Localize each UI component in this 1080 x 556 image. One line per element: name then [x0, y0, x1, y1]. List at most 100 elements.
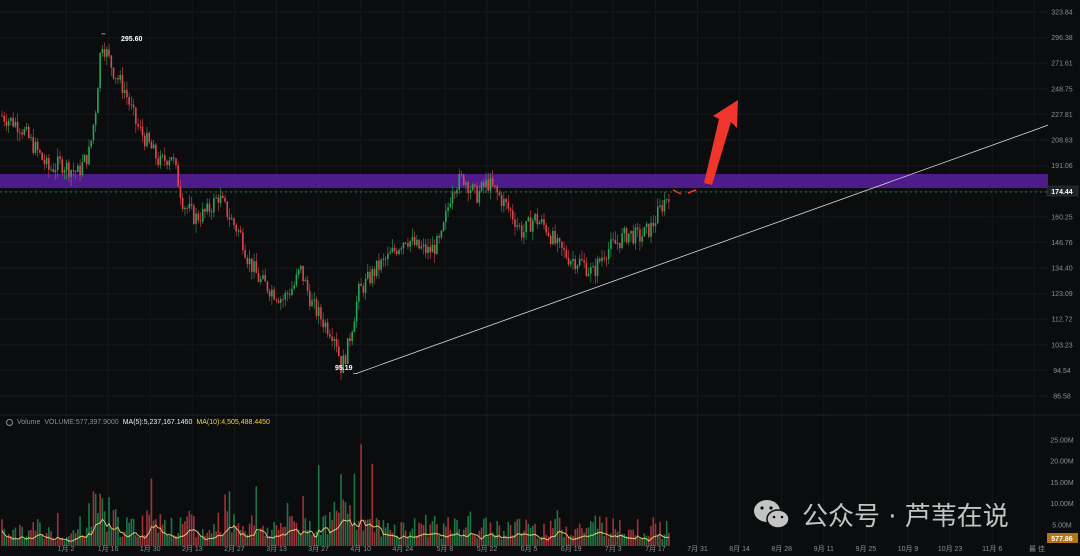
- price-tick-label: 160.25: [1051, 214, 1073, 221]
- volume-bar: [366, 519, 369, 546]
- candle-body: [25, 126, 28, 130]
- volume-bar: [251, 515, 253, 546]
- volume-bar: [500, 539, 503, 546]
- volume-bar: [233, 514, 235, 546]
- volume-bar: [188, 510, 191, 546]
- visibility-eye-icon[interactable]: [6, 419, 13, 426]
- candle-body: [538, 222, 541, 225]
- volume-bar: [155, 519, 157, 546]
- volume-bar: [106, 531, 108, 546]
- candle-body: [61, 159, 64, 173]
- candle-body: [5, 121, 8, 126]
- candle-body: [135, 107, 137, 125]
- candle-body: [157, 158, 159, 166]
- candle-body: [641, 236, 643, 242]
- volume-tick-label: 25.00M: [1050, 438, 1074, 445]
- price-tick-label: 323.84: [1051, 10, 1073, 17]
- time-tick-label: 5月 22: [477, 545, 498, 553]
- candle-body: [19, 132, 21, 134]
- candle-body: [451, 192, 454, 204]
- candle-body: [496, 186, 498, 193]
- candle-body: [625, 228, 628, 243]
- price-tick-label: 146.76: [1051, 240, 1073, 247]
- candle-body: [237, 230, 240, 232]
- volume-bar: [659, 521, 661, 546]
- candle-body: [362, 285, 365, 293]
- volume-bar: [362, 530, 365, 546]
- current-price-badge: 174.44: [1046, 185, 1079, 197]
- volume-legend: Volume VOLUME:577,397.9000 MA(5):5,237,1…: [6, 419, 270, 426]
- candle-body: [313, 299, 316, 301]
- volume-bar: [478, 530, 481, 546]
- candle-body: [190, 203, 193, 206]
- candle-body: [556, 238, 559, 244]
- volume-bar: [552, 527, 554, 546]
- price-tick-label: 248.75: [1051, 86, 1073, 93]
- candle-body: [239, 230, 242, 233]
- volume-bar: [429, 524, 432, 546]
- volume-bar: [121, 536, 124, 546]
- volume-bar: [210, 533, 213, 546]
- volume-bar: [648, 536, 650, 546]
- volume-bar: [554, 519, 556, 546]
- current-volume-badge: 577.86: [1047, 533, 1078, 543]
- volume-bar: [375, 518, 378, 546]
- candle-body: [540, 219, 543, 223]
- candle-body: [505, 198, 507, 203]
- candle-body: [554, 230, 556, 244]
- candle-body: [204, 209, 206, 212]
- candle-body: [150, 142, 153, 149]
- arrow-shape: [704, 100, 738, 185]
- volume-bar: [222, 534, 224, 546]
- volume-bar: [364, 519, 367, 546]
- volume-bar: [607, 537, 610, 546]
- volume-bar: [511, 535, 514, 546]
- volume-bar: [668, 532, 670, 546]
- current-volume-label: 577.86: [1051, 536, 1073, 543]
- candle-body: [340, 356, 342, 374]
- volume-bar: [204, 535, 206, 546]
- volume-bar: [656, 535, 659, 546]
- candle-body: [90, 140, 93, 147]
- candle-body: [654, 223, 657, 227]
- wechat-logo-icon: [752, 497, 792, 533]
- candle-body: [74, 171, 77, 172]
- candle-body: [636, 227, 639, 230]
- volume-bar: [569, 535, 572, 546]
- volume-bar: [34, 530, 37, 546]
- volume-bar: [445, 526, 447, 546]
- candle-body: [152, 144, 155, 149]
- price-tick-label: 191.06: [1051, 163, 1073, 170]
- candle-body: [235, 224, 237, 232]
- candle-body: [523, 232, 525, 238]
- candle-body: [543, 219, 545, 225]
- current-price-label: 174.44: [1051, 189, 1073, 196]
- time-tick-label: 8月 14: [729, 545, 750, 553]
- candle-body: [7, 120, 10, 126]
- candle-body: [351, 331, 353, 342]
- time-tick-label: 8月 28: [771, 545, 792, 553]
- candle-body: [482, 182, 485, 187]
- time-tick-label: 9月 25: [856, 545, 877, 553]
- candle-body: [139, 126, 142, 128]
- candle-body: [574, 258, 577, 270]
- low-annotation: 95.19: [335, 365, 353, 372]
- candle-body: [300, 265, 302, 270]
- volume-bar: [665, 520, 668, 546]
- candle-body: [659, 205, 661, 207]
- candle-body: [288, 294, 291, 296]
- volume-bar: [538, 538, 541, 546]
- candle-body: [333, 339, 336, 341]
- wechat-watermark: 公众号 · 芦苇在说: [752, 496, 1009, 533]
- volume-bar: [453, 518, 456, 546]
- candle-body: [409, 240, 411, 247]
- volume-bar: [273, 521, 275, 546]
- candle-body: [123, 89, 126, 93]
- volume-bar: [514, 521, 516, 546]
- candle-body: [284, 293, 287, 300]
- candle-body: [525, 221, 527, 233]
- volume-bar: [518, 518, 521, 546]
- time-tick-label: 7月 31: [687, 545, 708, 553]
- volume-bar: [393, 524, 396, 546]
